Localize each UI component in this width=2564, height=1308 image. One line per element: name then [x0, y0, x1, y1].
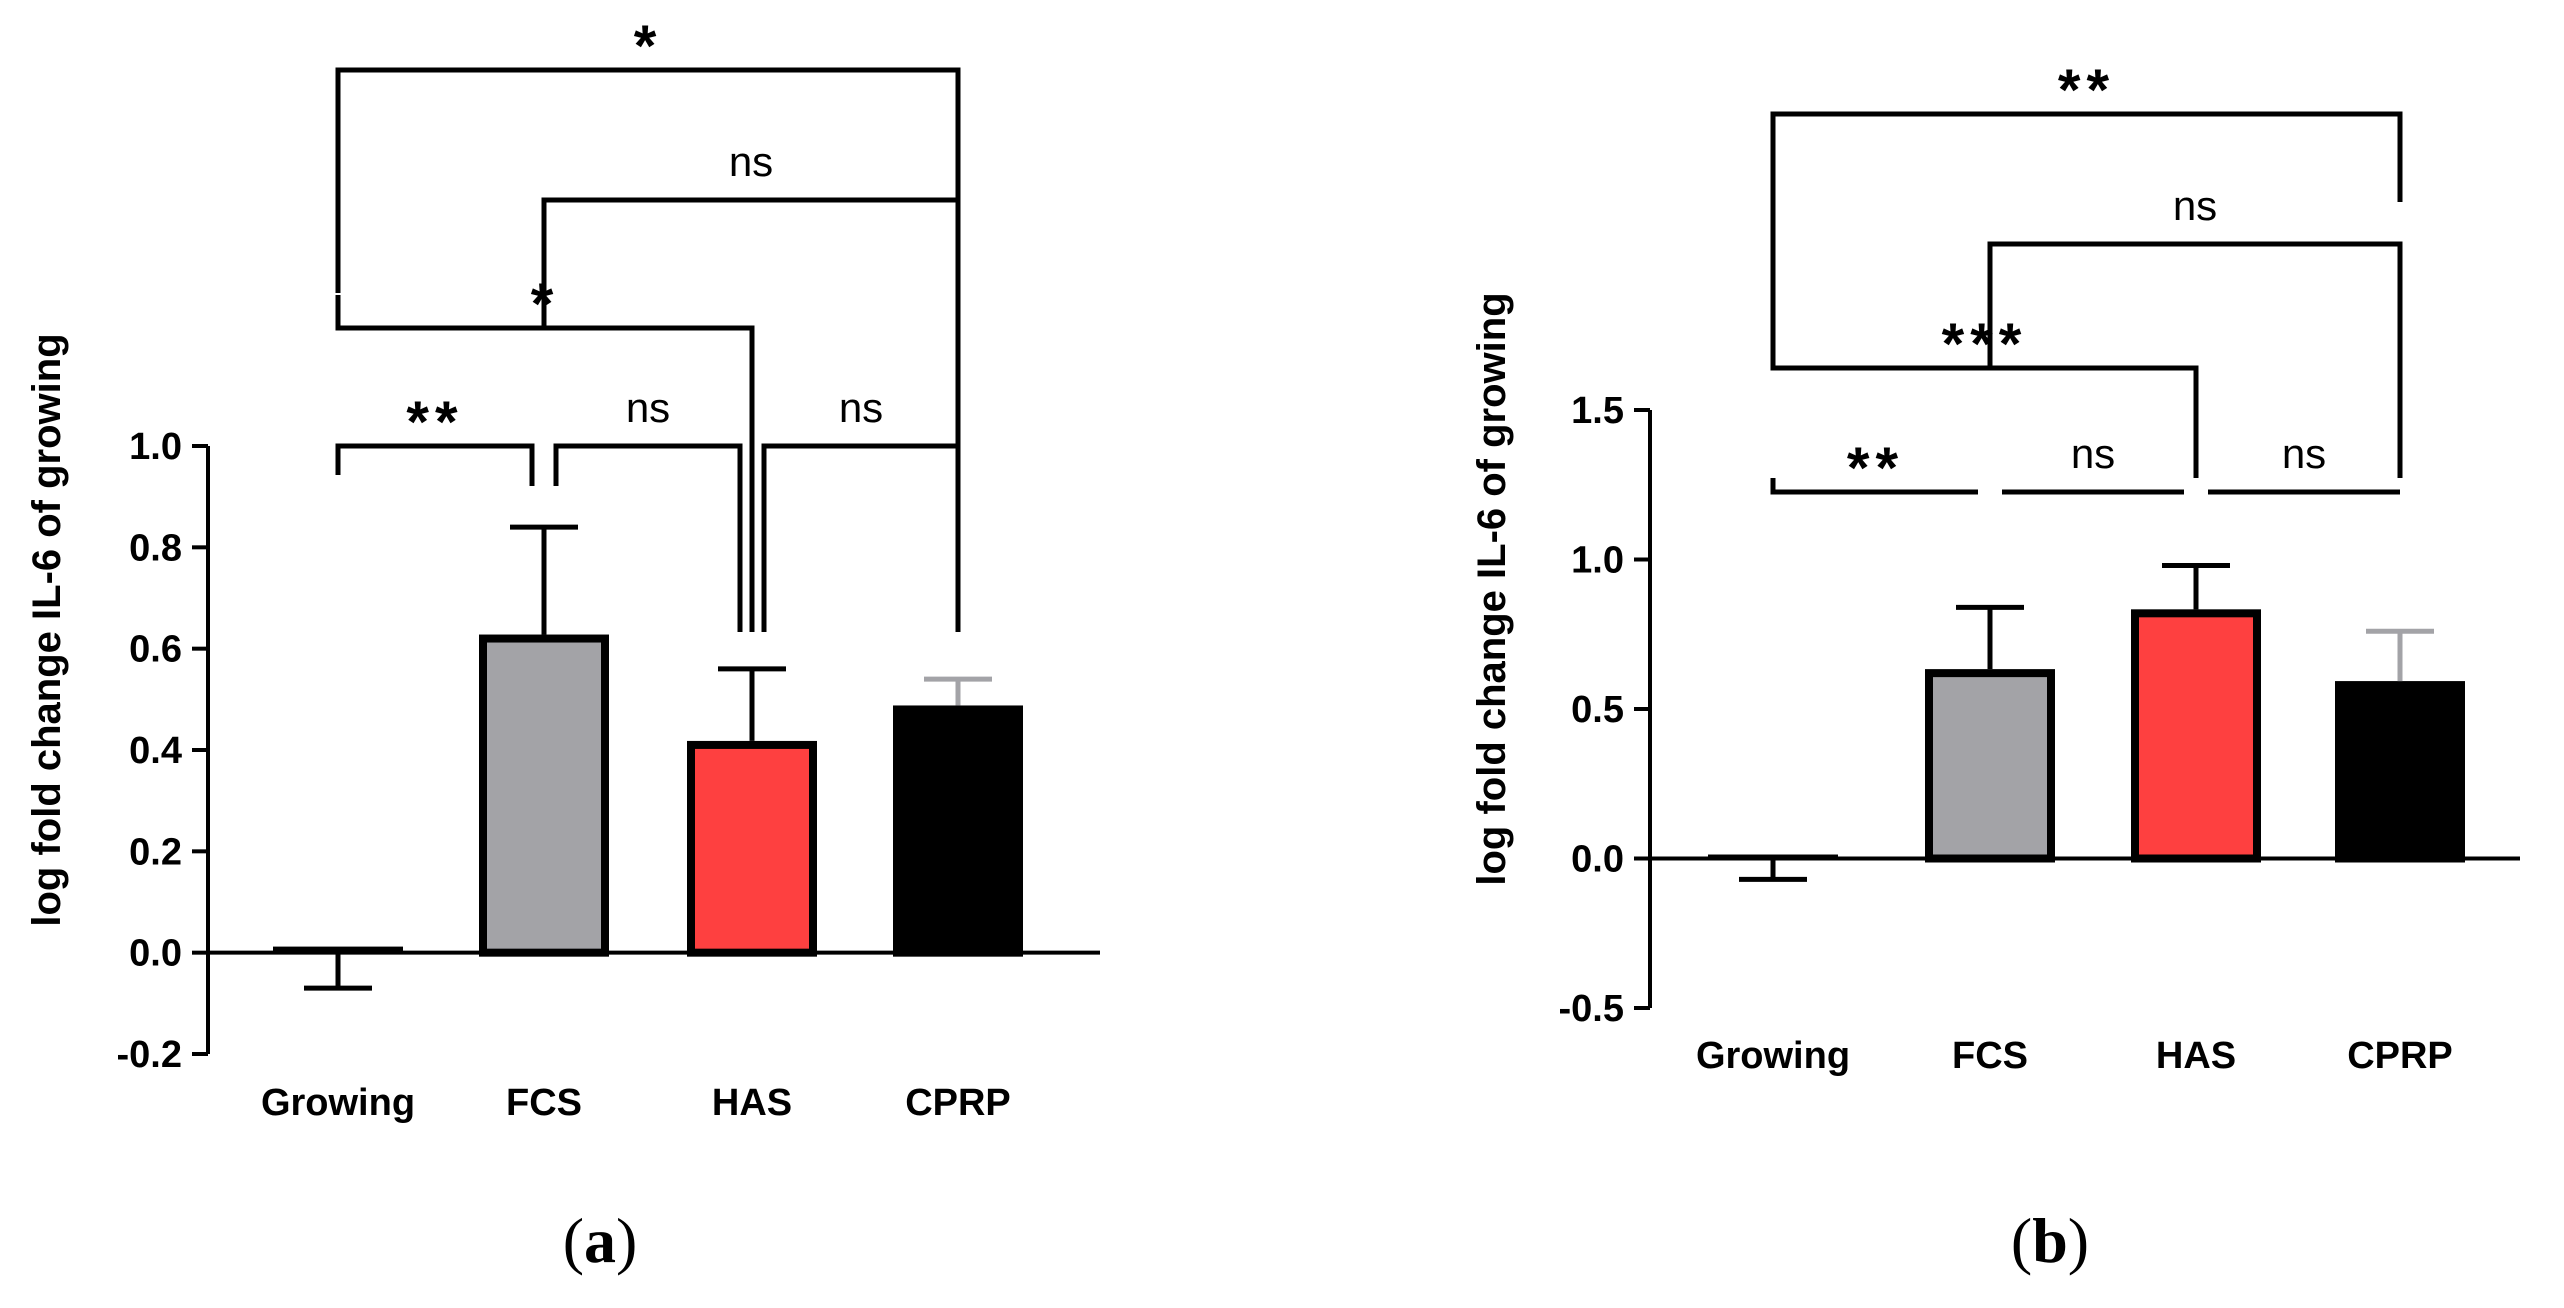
significance-bracket — [1770, 478, 1978, 495]
significance-bracket — [1987, 241, 2403, 478]
significance-label: ns — [729, 138, 773, 185]
significance-label: ns — [2173, 182, 2217, 229]
y-tick-label: -0.2 — [117, 1034, 182, 1076]
x-tick-label: FCS — [506, 1082, 582, 1124]
bar — [2131, 609, 2261, 863]
y-tick-label: 1.5 — [1571, 390, 1624, 432]
bar — [687, 740, 817, 957]
y-tick-label: 1.0 — [1571, 540, 1624, 582]
y-tick-label: 0.0 — [129, 933, 182, 975]
bar — [2335, 681, 2465, 863]
significance-bracket — [761, 443, 961, 632]
significance-bracket — [335, 67, 961, 418]
chart-a: -0.2 0.0 0.2 0.4 0.6 0.8 1.0 log fold change IL… — [25, 14, 1100, 1276]
significance-label: * — [634, 14, 663, 79]
y-tick-label: 0.0 — [1571, 839, 1624, 881]
significance-label: ** — [406, 390, 463, 455]
y-tick-label: 0.2 — [129, 831, 182, 873]
x-tick-label: Growing — [1696, 1035, 1850, 1077]
significance-label: ** — [1847, 436, 1904, 501]
bar — [893, 705, 1023, 957]
y-tick-label: -0.5 — [1559, 988, 1624, 1030]
bar — [479, 634, 609, 957]
chart-b: -0.5 0.0 0.5 1.0 1.5 log fold change IL-6 of … — [1470, 58, 2520, 1276]
y-tick-label: 0.4 — [129, 730, 182, 772]
significance-label: ns — [2282, 430, 2326, 477]
significance-bracket — [335, 443, 535, 486]
x-tick-label: HAS — [712, 1082, 792, 1124]
panel-label: (a) — [563, 1205, 638, 1276]
x-tick-label: HAS — [2156, 1035, 2236, 1077]
x-tick-label: Growing — [261, 1082, 415, 1124]
y-tick-label: 0.5 — [1571, 689, 1624, 731]
significance-bracket — [553, 443, 743, 632]
significance-label: ns — [626, 384, 670, 431]
x-tick-label: FCS — [1952, 1035, 2028, 1077]
significance-bracket — [1770, 111, 2403, 332]
x-tick-label: CPRP — [2347, 1035, 2453, 1077]
significance-label: ns — [2071, 430, 2115, 477]
y-tick-label: 0.8 — [129, 527, 182, 569]
significance-label: ** — [2058, 58, 2115, 123]
y-tick-label: 0.6 — [129, 629, 182, 671]
y-axis-label: log fold change IL-6 of growing — [25, 333, 69, 926]
x-tick-label: CPRP — [905, 1082, 1011, 1124]
y-axis-label: log fold change IL-6 of growing — [1470, 292, 1514, 885]
bar — [1925, 669, 2055, 863]
significance-label: ns — [839, 384, 883, 431]
significance-bracket — [1770, 332, 2199, 478]
y-tick-label: 1.0 — [129, 426, 182, 468]
significance-label: *** — [1942, 312, 2028, 377]
panel-label: (b) — [2011, 1205, 2089, 1276]
bar — [273, 946, 403, 952]
